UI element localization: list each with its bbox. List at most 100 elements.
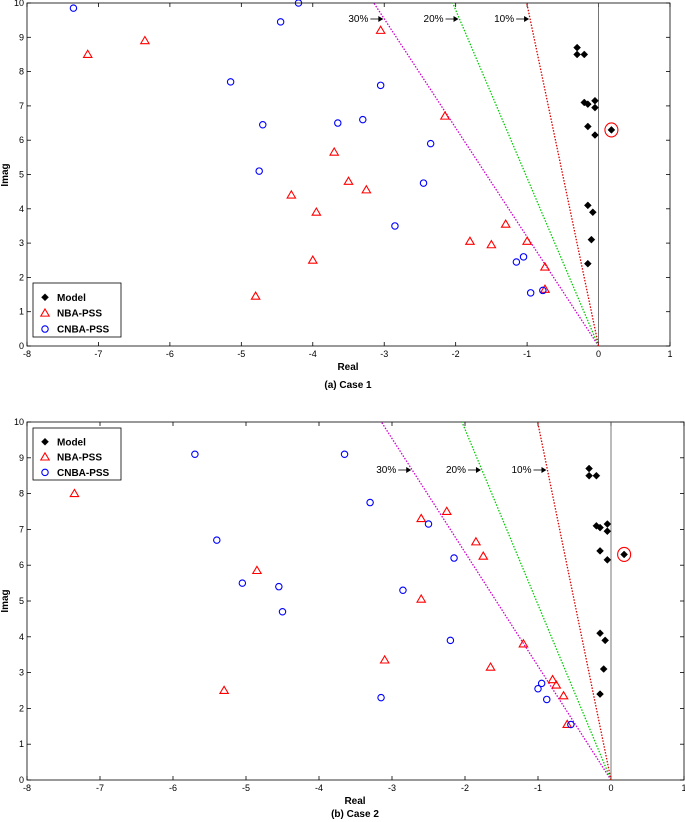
y-tick-label: 2 [19,272,24,282]
cnba-pss-point [426,139,435,148]
nba-pss-point [82,49,93,58]
cnba-pss-point [334,119,342,127]
model-point [591,96,599,105]
y-tick-label: 1 [19,739,24,749]
cnba-pss-point [294,0,303,7]
model-point [580,50,589,59]
nba-pss-point [286,189,297,199]
model-point [601,636,610,645]
nba-pss-point [500,218,511,228]
cnba-pss-point [512,258,521,266]
damping-arrowhead [541,467,547,473]
cnba-pss-point [543,695,551,704]
nba-pss-point [139,35,151,45]
highlight-circle [604,122,619,138]
cnba-pss-point [446,636,455,645]
nba-pss-point [329,146,340,156]
nba-pss-point [464,236,476,245]
cnba-pss-point [340,450,349,458]
y-ticks: 0 1 2 3 4 5 6 7 8 9 10 [14,417,684,785]
legend-label: NBA-PSS [57,453,102,464]
legend: Model NBA-PSS CNBA-PSS [32,282,122,338]
x-tick-label: -3 [380,349,388,359]
cnba-pss-point [69,4,78,12]
nba-pss-point [539,261,551,271]
damping-line-10pct [526,2,600,347]
cnba-pss-point [537,679,546,688]
damping-lines: 30% 20% 10% [348,2,600,347]
legend-label: CNBA-PSS [57,325,110,336]
cnba-pss-point [424,520,433,528]
model-point [599,665,608,673]
nba-pss-point [441,506,452,515]
cnba-pss-point [519,253,528,261]
x-tick-label: -5 [242,783,250,793]
cnba-pss-point [191,450,199,458]
y-tick-label: 9 [19,32,24,42]
cnba-pss-point [567,720,575,729]
x-tick-label: -4 [309,349,317,359]
nba-pss-point [562,719,573,728]
nba-pss-point [416,513,427,523]
y-tick-label: 3 [19,238,24,248]
cnba-pss-point [259,121,267,129]
damping-line-20pct [452,2,600,347]
legend: Model NBA-PSS CNBA-PSS [32,427,122,481]
model-point [596,523,604,532]
nba-pss-point [558,690,569,700]
x-tick-label: -3 [388,783,396,793]
cnba-pss-point [391,222,399,230]
model-point [603,555,612,564]
y-tick-label: 5 [19,170,24,180]
cnba-pss-point [526,289,535,297]
x-axis-label: Real [337,362,358,373]
model-point [573,50,581,59]
cnba-pss-point [376,81,385,90]
nba-pss-point [521,236,533,245]
cnba-pss-point [366,498,374,507]
model-point [592,471,601,480]
x-tick-label: -1 [523,349,531,359]
legend-marker-model [41,437,49,446]
y-tick-label: 6 [19,135,24,145]
model-point [607,126,616,134]
nba-pss-point [478,550,489,560]
nba-pss-point [307,254,318,264]
model-point [596,629,604,638]
damping-label: 10% [494,14,514,25]
cnba-pss-point [278,607,287,616]
nba-pss-point [439,110,451,120]
y-tick-label: 2 [19,703,24,713]
x-tick-label: -7 [94,349,102,359]
y-tick-label: 10 [14,417,24,427]
cnba-pss-point [399,586,407,595]
nba-pss-point [547,674,558,684]
model-point [596,690,604,698]
x-tick-label: -2 [461,783,469,793]
nba-pss-point [518,638,529,648]
damping-label: 10% [511,465,531,476]
nba-pss-point [251,565,263,575]
model-point [585,464,593,473]
x-tick-label: 0 [608,783,613,793]
y-tick-label: 4 [19,204,24,214]
model-point [620,550,628,559]
model-point [583,259,592,268]
damping-label: 20% [446,465,466,476]
nba-pss-point [486,239,497,249]
damping-label: 20% [424,14,444,25]
y-axis-label: Imag [0,163,11,186]
model-point [596,547,604,555]
legend-marker-model [41,293,49,302]
x-ticks: -8 -7 -6 -5 -4 -3 -2 -1 0 1 [23,3,673,359]
model-point [603,520,612,528]
x-tick-label: -6 [169,783,177,793]
y-tick-label: 7 [19,524,24,534]
x-tick-label: -8 [23,349,31,359]
x-axis-label: Real [344,796,365,807]
y-tick-label: 10 [14,0,24,8]
nba-pss-point [343,176,354,185]
model-point [580,98,589,107]
damping-arrowhead [378,16,384,22]
